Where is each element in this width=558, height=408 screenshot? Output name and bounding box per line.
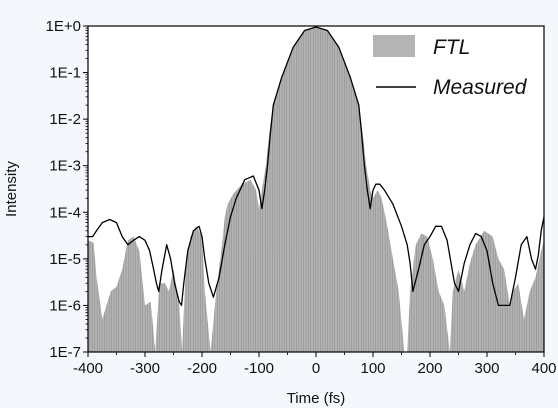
y-tick-label: 1E-6 (49, 297, 81, 314)
y-tick-label: 1E-1 (49, 65, 81, 82)
x-axis-title: Time (fs) (287, 390, 346, 407)
y-tick-label: 1E-4 (49, 204, 81, 221)
y-axis: 1E+0 1E-1 1E-2 1E-3 1E-4 1E-5 1E-6 1E-7 (46, 18, 88, 361)
x-tick-label: 300 (474, 360, 499, 377)
measured-series (88, 26, 544, 307)
x-tick-label: -100 (244, 360, 274, 377)
y-tick-label: 1E+0 (46, 18, 81, 35)
x-tick-label: 0 (312, 360, 320, 377)
legend: FTL Measured (373, 35, 528, 99)
x-tick-label: 200 (417, 360, 442, 377)
measured-line (88, 26, 544, 307)
y-tick-label: 1E-5 (49, 251, 81, 268)
legend-ftl-swatch (373, 35, 415, 57)
y-tick-label: 1E-7 (49, 344, 81, 361)
y-tick-label: 1E-3 (49, 158, 81, 175)
y-axis-title: Intensity (3, 161, 20, 217)
legend-ftl-label: FTL (433, 36, 470, 59)
x-tick-label: -400 (73, 360, 103, 377)
x-axis: -400 -300 -200 -100 0 100 200 300 400 (73, 352, 557, 377)
x-tick-label: 100 (360, 360, 385, 377)
x-tick-label: -200 (187, 360, 217, 377)
legend-measured-label: Measured (433, 76, 528, 99)
x-tick-label: -300 (130, 360, 160, 377)
y-tick-label: 1E-2 (49, 111, 81, 128)
ftl-area (88, 27, 544, 352)
x-tick-label: 400 (531, 360, 556, 377)
